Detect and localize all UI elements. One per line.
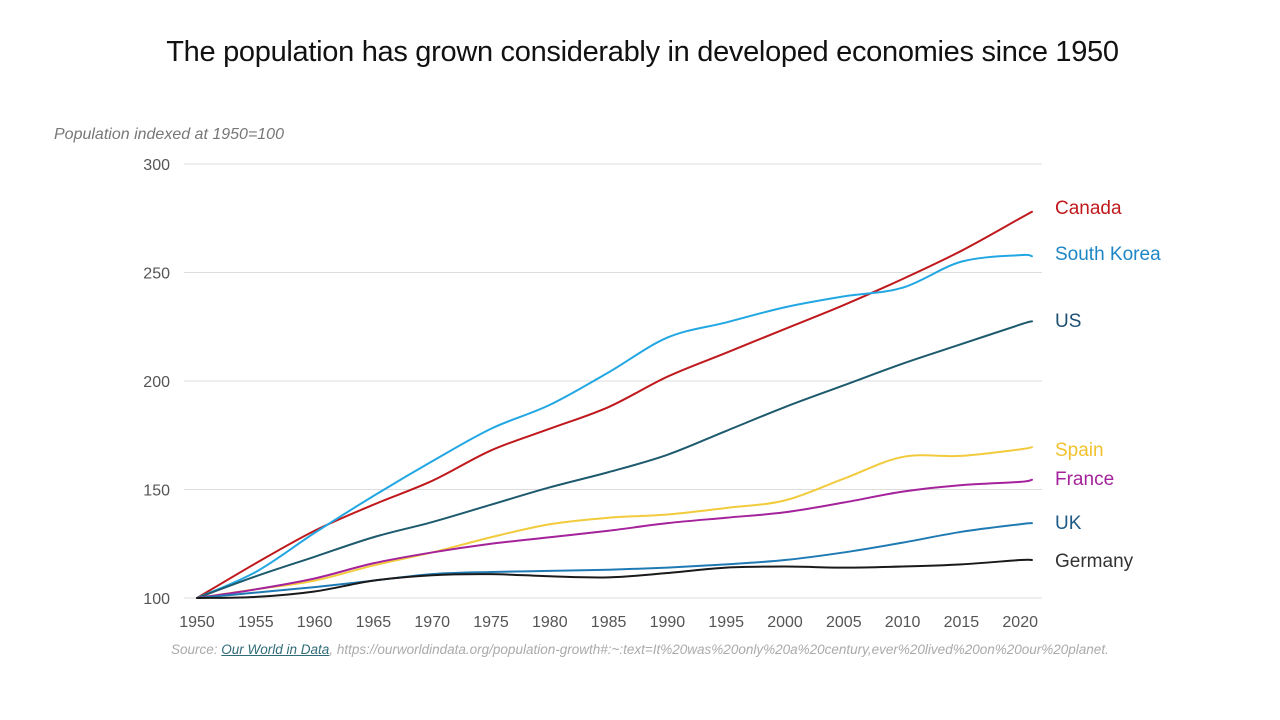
series-line-canada	[196, 210, 1033, 599]
y-tick-150: 150	[143, 483, 170, 500]
x-tick-2000: 2000	[767, 614, 803, 631]
x-tick-1995: 1995	[708, 614, 744, 631]
source-link[interactable]: Our World in Data	[221, 642, 330, 657]
source-url: , https://ourworldindata.org/population-…	[329, 642, 1109, 657]
series-label-france: France	[1055, 469, 1114, 490]
y-tick-100: 100	[143, 591, 170, 608]
x-tick-1965: 1965	[356, 614, 392, 631]
series-line-south-korea	[196, 253, 1033, 599]
x-tick-1955: 1955	[238, 614, 274, 631]
series-label-germany: Germany	[1055, 551, 1134, 572]
series-label-canada: Canada	[1055, 198, 1122, 219]
x-tick-1985: 1985	[591, 614, 627, 631]
y-tick-300: 300	[143, 157, 170, 174]
series-line-france	[196, 478, 1033, 599]
x-tick-2010: 2010	[885, 614, 921, 631]
x-tick-1980: 1980	[532, 614, 568, 631]
series-line-uk	[196, 522, 1033, 599]
x-tick-1990: 1990	[650, 614, 686, 631]
series-label-us: US	[1055, 311, 1081, 332]
x-tick-2005: 2005	[826, 614, 862, 631]
series-labels: Canada South Korea US Spain France UK Germany	[1055, 198, 1161, 572]
series-line-spain	[196, 446, 1033, 599]
source-prefix: Source:	[171, 642, 222, 657]
x-tick-1970: 1970	[414, 614, 450, 631]
x-tick-2015: 2015	[944, 614, 980, 631]
series-label-south-korea: South Korea	[1055, 244, 1161, 265]
y-axis-label: Population indexed at 1950=100	[54, 126, 284, 143]
series-line-germany	[196, 558, 1033, 599]
x-tick-1975: 1975	[473, 614, 509, 631]
x-axis-ticks: 1950 1955 1960 1965 1970 1975 1980 1985 1990 1995…	[179, 614, 1038, 631]
source-note: Source: Our World in Data, https://ourwo…	[171, 642, 1109, 657]
y-axis-ticks: 100 150 200 250 300	[143, 157, 170, 608]
chart-title: The population has grown considerably in…	[166, 36, 1119, 68]
series-label-uk: UK	[1055, 513, 1082, 534]
series-line-us	[196, 320, 1033, 599]
y-tick-200: 200	[143, 374, 170, 391]
x-tick-2020: 2020	[1002, 614, 1038, 631]
x-tick-1960: 1960	[297, 614, 333, 631]
series-lines	[196, 210, 1033, 599]
y-tick-250: 250	[143, 266, 170, 283]
x-tick-1950: 1950	[179, 614, 215, 631]
series-label-spain: Spain	[1055, 440, 1104, 461]
gridlines	[184, 163, 1042, 599]
